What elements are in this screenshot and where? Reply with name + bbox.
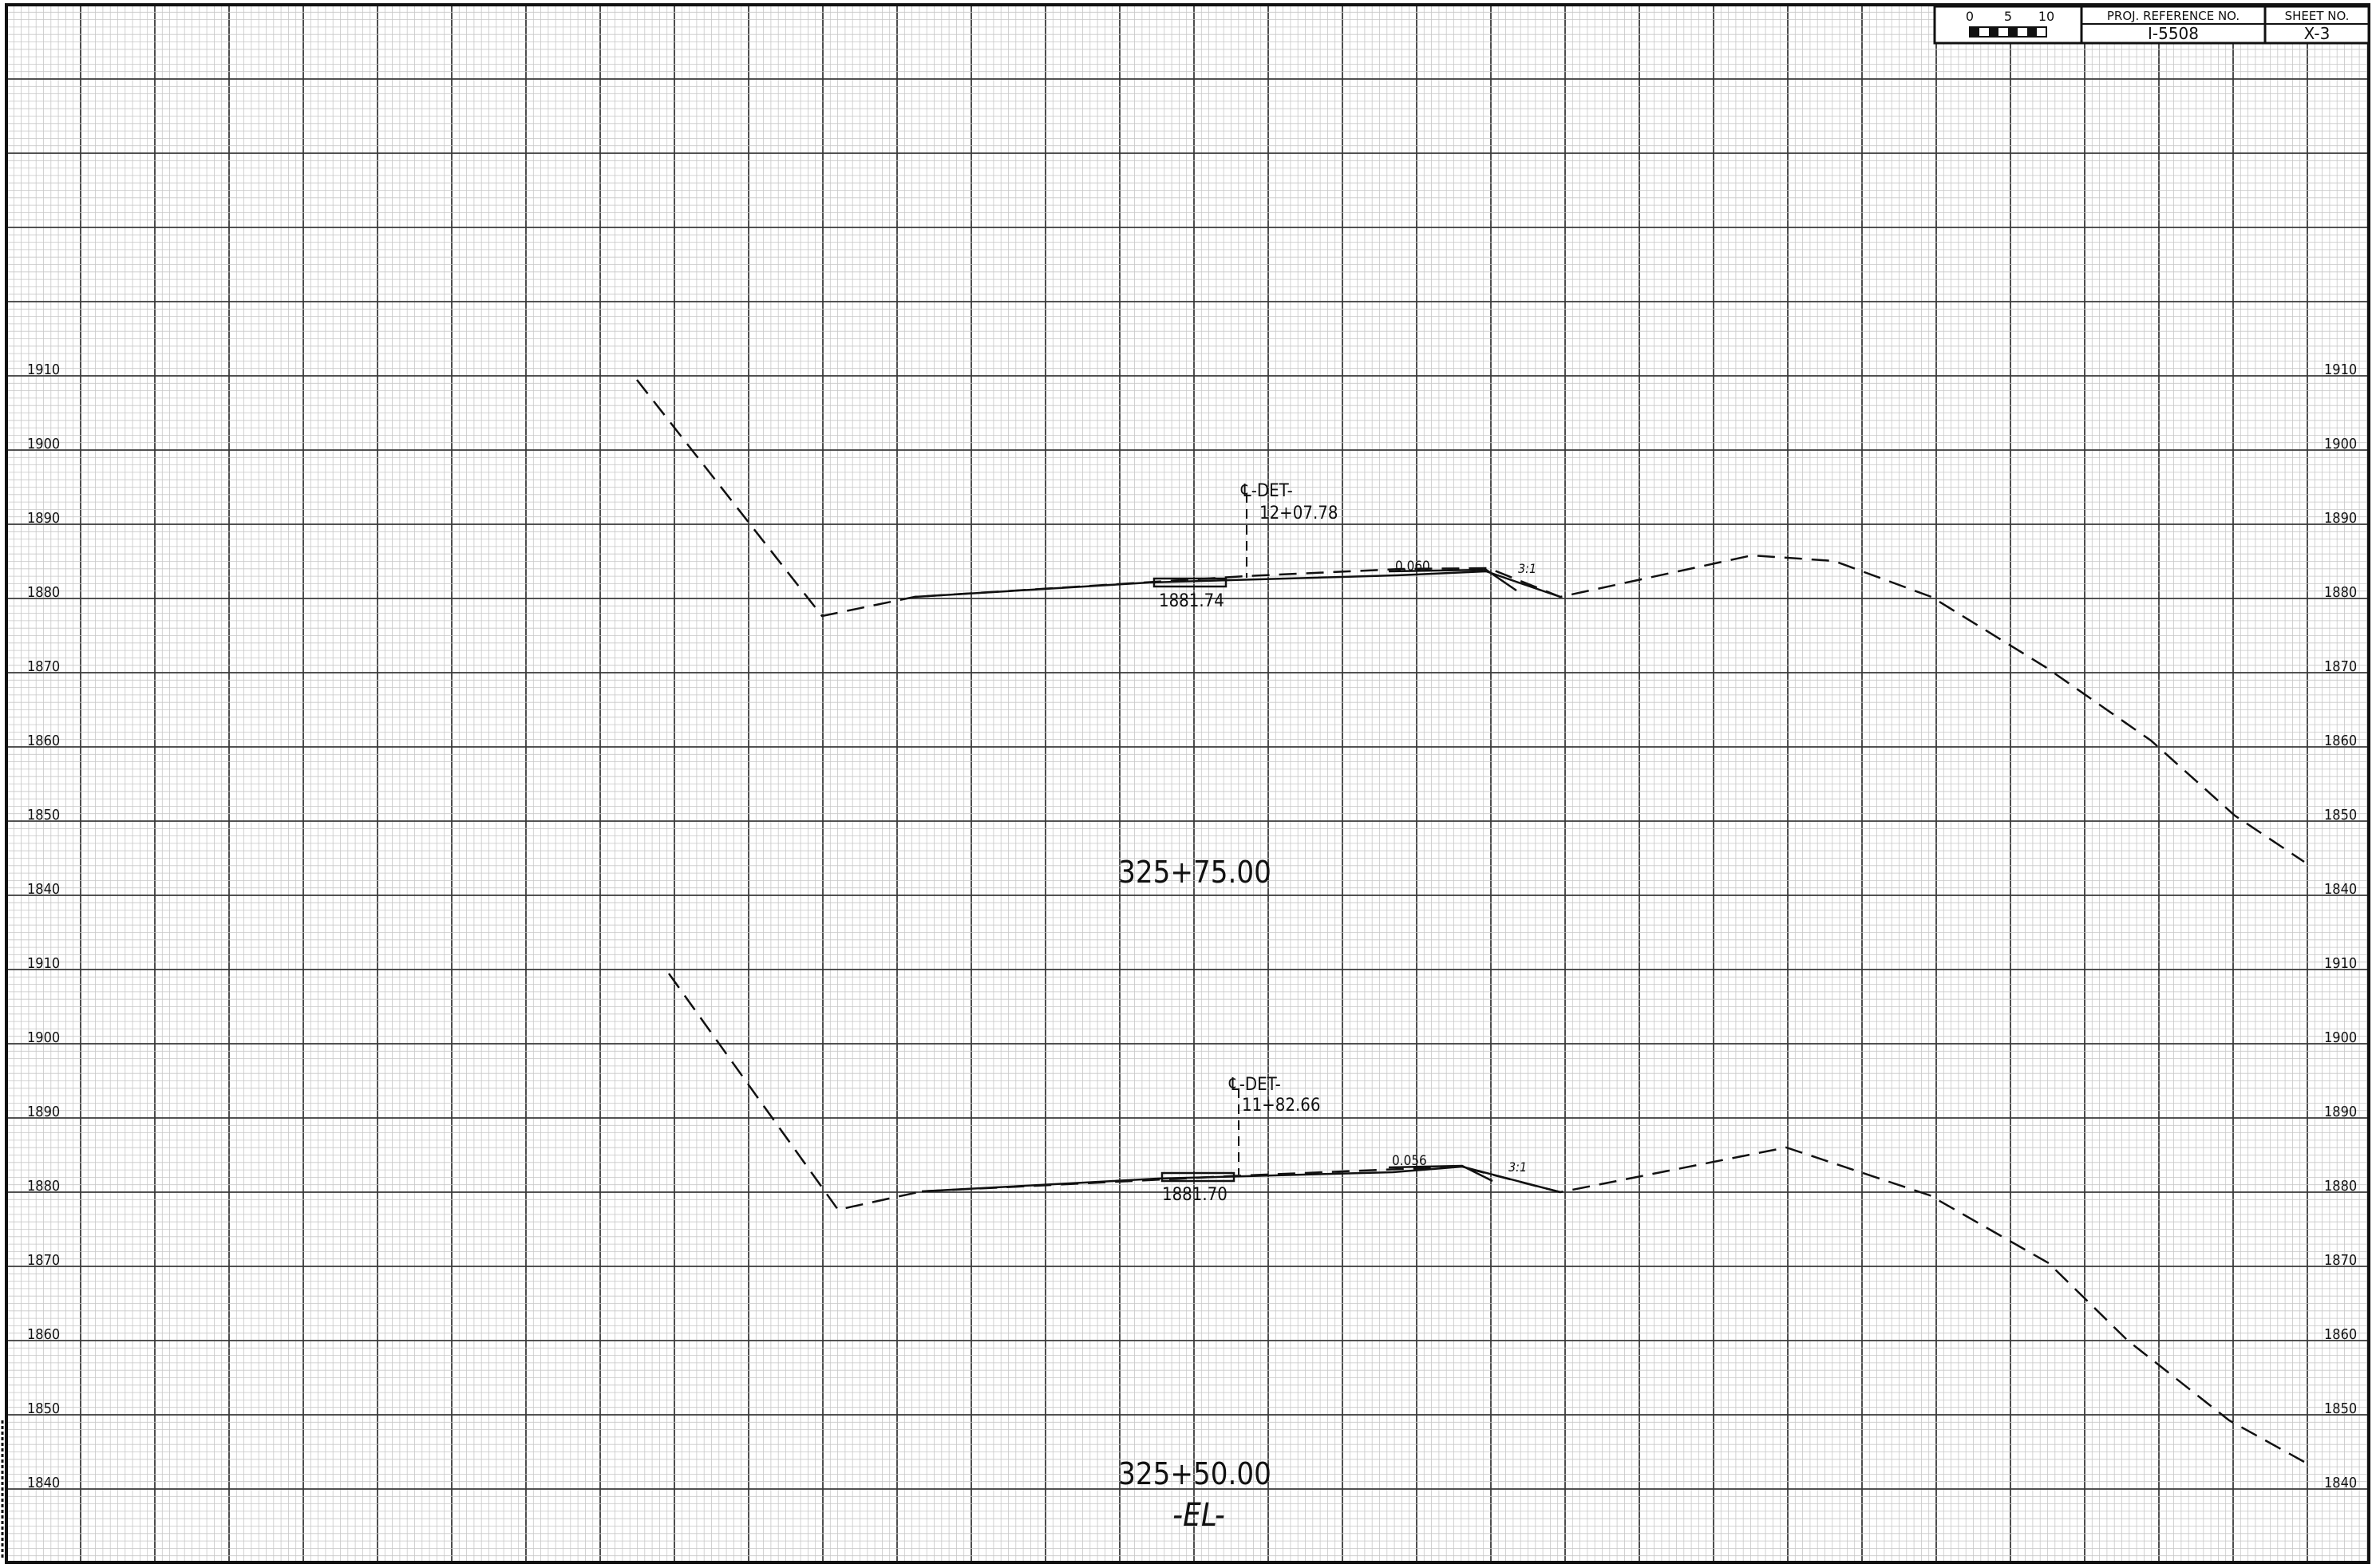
scale-tick-10: 10 [2038, 9, 2054, 24]
elevation-label: 1840 [27, 1475, 60, 1491]
centerline-elevation: 1881.74 [1159, 591, 1224, 611]
cross-slope-label: 0.060 [1395, 559, 1430, 575]
elevation-label: 1870 [27, 658, 60, 675]
elevation-label: 1910 [2324, 361, 2357, 378]
elevation-label: 1910 [27, 955, 60, 972]
elevation-label: 1860 [2324, 1326, 2357, 1343]
proj-reference-value: I-5508 [2148, 24, 2199, 43]
elevation-label: 1910 [2324, 955, 2357, 972]
elevation-label: 1870 [2324, 1252, 2357, 1269]
elevation-label: 1890 [2324, 510, 2357, 527]
scale-tick-0: 0 [1966, 9, 1974, 24]
elevation-label: 1900 [2324, 1029, 2357, 1046]
elevation-label: 1880 [2324, 1178, 2357, 1195]
elevation-label: 1840 [2324, 881, 2357, 898]
centerline-label: ℄-DET- [1228, 1075, 1281, 1095]
side-slope-label: 3:1 [1508, 1159, 1527, 1175]
elevation-label: 1900 [27, 1029, 60, 1046]
sheet-no-value: X-3 [2304, 24, 2330, 43]
side-slope-label: 3:1 [1518, 561, 1536, 576]
elevation-label: 1880 [27, 584, 60, 601]
elevation-label: 1860 [2324, 733, 2357, 749]
elevation-axis-right: 1910 1900 1890 1880 1870 1860 1850 1840 [2324, 955, 2357, 1491]
station-label: 325+50.00 [1118, 1456, 1271, 1491]
proposed-grade-line [921, 1164, 1561, 1194]
cross-section-325-50: 1910 1900 1890 1880 1870 1860 1850 1840 … [27, 955, 2357, 1534]
elevation-label: 1840 [27, 881, 60, 898]
elevation-label: 1900 [2324, 436, 2357, 452]
elevation-label: 1890 [27, 1104, 60, 1120]
centerline-station: 12+07.78 [1259, 504, 1338, 523]
station-label: 325+75.00 [1118, 855, 1271, 890]
elevation-label: 1870 [27, 1252, 60, 1269]
elevation-label: 1890 [2324, 1104, 2357, 1120]
sheet-no-label: SHEET NO. [2285, 9, 2350, 23]
elevation-axis-left: 1910 1900 1890 1880 1870 1860 1850 1840 [27, 955, 60, 1491]
proposed-grade-line [914, 568, 1561, 598]
elevation-label: 1860 [27, 1326, 60, 1343]
elevation-label: 1840 [2324, 1475, 2357, 1491]
centerline-elevation: 1881.70 [1162, 1185, 1228, 1205]
elevation-label: 1890 [27, 510, 60, 527]
elevation-label: 1850 [2324, 1400, 2357, 1417]
centerline-label: ℄-DET- [1240, 481, 1293, 501]
cross-section-325-75: 1910 1900 1890 1880 1870 1860 1850 1840 … [27, 361, 2357, 898]
existing-ground-line [667, 973, 2305, 1463]
graph-paper-grid [6, 4, 2369, 1562]
elevation-axis-left: 1910 1900 1890 1880 1870 1860 1850 1840 [27, 361, 60, 898]
elevation-label: 1910 [27, 361, 60, 378]
proj-reference-label: PROJ. REFERENCE NO. [2107, 9, 2240, 23]
cross-slope-label: 0.056 [1392, 1153, 1427, 1169]
sheet-border [5, 3, 2370, 1564]
centerline-station: 11+82.66 [1242, 1096, 1320, 1116]
elevation-label: 1880 [2324, 584, 2357, 601]
elevation-label: 1850 [27, 1400, 60, 1417]
baseline-tag: -EL- [1172, 1497, 1225, 1534]
graphic-scale-bar: 0 5 10 [1966, 9, 2054, 38]
elevation-label: 1880 [27, 1178, 60, 1195]
elevation-label: 1870 [2324, 658, 2357, 675]
elevation-label: 1900 [27, 436, 60, 452]
elevation-label: 1850 [2324, 807, 2357, 823]
scale-tick-5: 5 [2004, 9, 2012, 24]
elevation-label: 1860 [27, 733, 60, 749]
elevation-axis-right: 1910 1900 1890 1880 1870 1860 1850 1840 [2324, 361, 2357, 898]
elevation-label: 1850 [27, 807, 60, 823]
title-block: 0 5 10 PROJ. REFERENCE NO. I-5508 SHEET … [1933, 5, 2370, 45]
